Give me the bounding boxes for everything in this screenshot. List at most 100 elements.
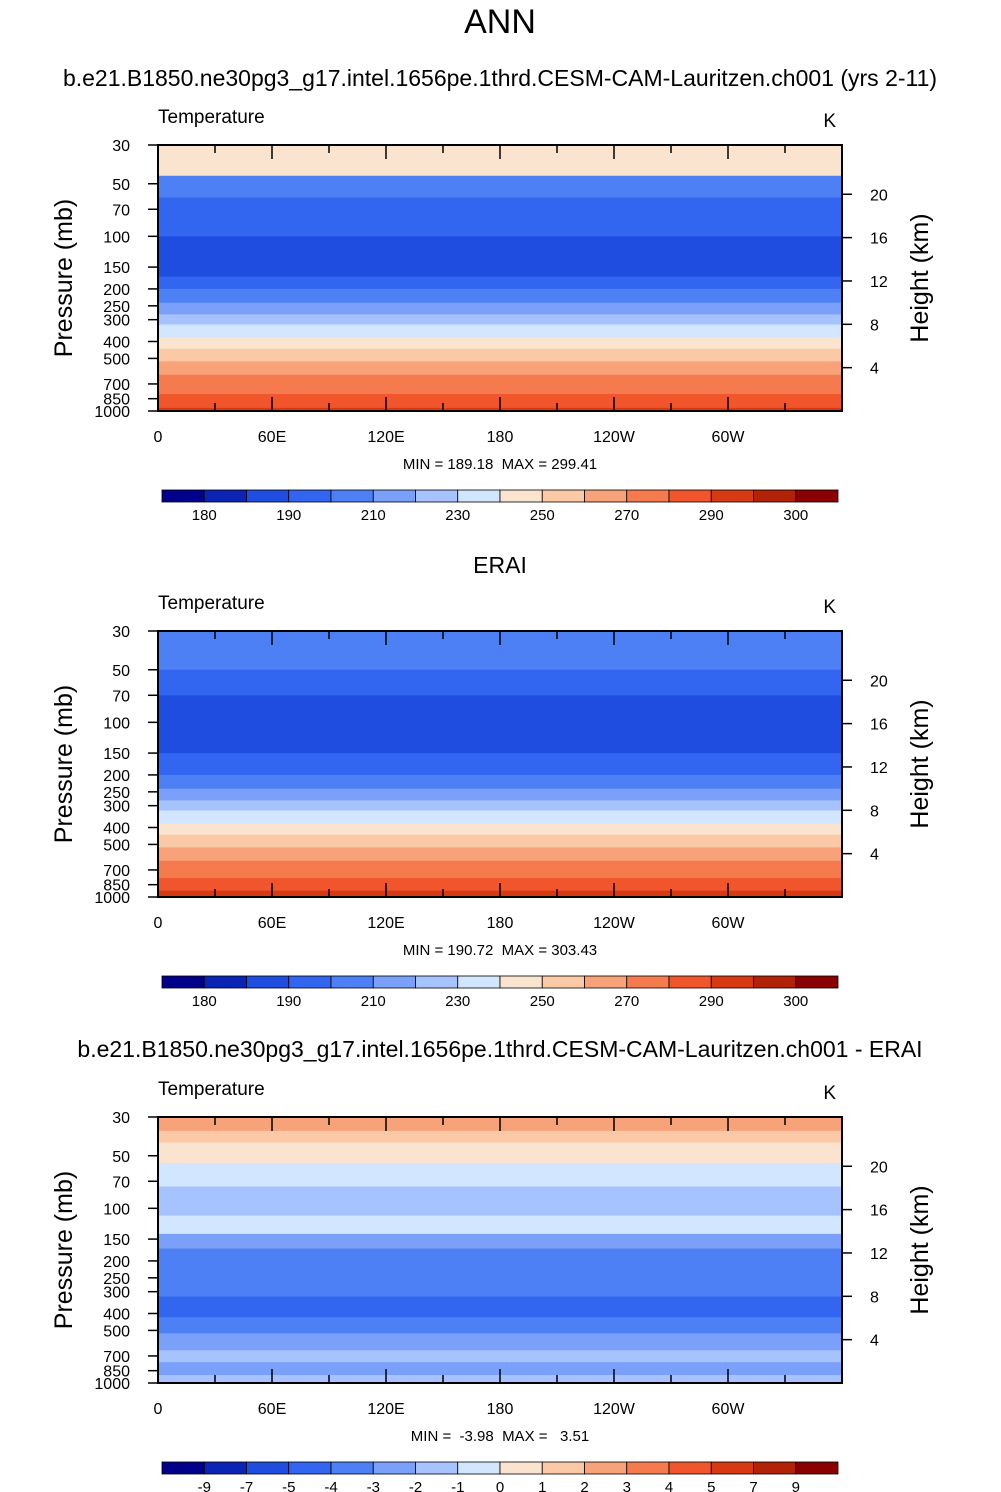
colorbar-swatch [246, 975, 290, 989]
colorbar-label: -2 [409, 1479, 422, 1492]
contour-band [158, 1350, 842, 1363]
contour-band [158, 1296, 842, 1318]
x-tick-label: 180 [487, 1401, 514, 1418]
colorbar-label: 230 [445, 993, 470, 1010]
y2-tick-label: 20 [870, 673, 888, 690]
contour-band [158, 669, 842, 696]
y-axis-title: Pressure (mb) [50, 1171, 78, 1329]
contour-band [158, 753, 842, 776]
colorbar-label: 0 [496, 1479, 504, 1492]
y2-tick-label: 8 [870, 803, 879, 820]
colorbar-label: 230 [445, 507, 470, 524]
units-label: K [823, 111, 836, 132]
contour-band [158, 348, 842, 362]
y2-tick-label: 4 [870, 361, 879, 378]
colorbar-swatch [203, 975, 247, 989]
y2-tick-label: 8 [870, 317, 879, 334]
y-tick-label: 700 [103, 863, 130, 880]
y-tick-label: 200 [103, 282, 130, 299]
y-tick-label: 70 [112, 1174, 130, 1191]
colorbar-label: -1 [451, 1479, 464, 1492]
contour-band [158, 197, 842, 237]
y-tick-label: 250 [103, 785, 130, 802]
colorbar-swatch [710, 489, 754, 503]
y-tick-label: 1000 [94, 890, 130, 907]
y-tick-label: 70 [112, 688, 130, 705]
colorbar-label: 190 [276, 507, 301, 524]
x-tick-label: 180 [487, 429, 514, 446]
variable-label: Temperature [158, 107, 265, 128]
y2-tick-label: 12 [870, 760, 888, 777]
contour-band [158, 302, 842, 316]
colorbar-swatch [246, 1461, 290, 1475]
contour-band [158, 175, 842, 199]
colorbar-label: 250 [530, 507, 555, 524]
y-tick-label: 300 [103, 799, 130, 816]
colorbar-swatch [330, 489, 374, 503]
colorbar-label: -3 [367, 1479, 380, 1492]
contour-band [158, 1215, 842, 1235]
y-tick-label: 30 [112, 138, 130, 155]
x-tick-label: 60W [712, 429, 746, 446]
colorbar-swatch [499, 1461, 543, 1475]
y-tick-label: 850 [103, 392, 130, 409]
y-tick-label: 30 [112, 1110, 130, 1127]
contour-band [158, 788, 842, 802]
y-tick-label: 250 [103, 299, 130, 316]
panel-1: 3050701001502002503004005007008501000201… [50, 107, 934, 524]
variable-label: Temperature [158, 1079, 265, 1100]
colorbar-swatch [584, 1461, 628, 1475]
contour-band [158, 374, 842, 395]
contour-band [158, 1333, 842, 1351]
colorbar-swatch [288, 975, 332, 989]
contour-band [158, 1186, 842, 1217]
y2-tick-label: 12 [870, 274, 888, 291]
colorbar-swatch [753, 975, 797, 989]
min-max-label: MIN = -3.98 MAX = 3.51 [411, 1428, 589, 1445]
contour-band [158, 361, 842, 376]
colorbar-swatch [161, 975, 205, 989]
contour-band [158, 261, 842, 278]
colorbar-swatch [668, 1461, 712, 1475]
colorbar-swatch [499, 489, 543, 503]
x-tick-label: 180 [487, 915, 514, 932]
y2-axis-title: Height (km) [906, 699, 934, 828]
contour-band [158, 1362, 842, 1376]
colorbar-swatch [372, 975, 416, 989]
colorbar-swatch [161, 1461, 205, 1475]
colorbar-label: 180 [192, 993, 217, 1010]
colorbar-label: 9 [792, 1479, 800, 1492]
y-tick-label: 250 [103, 1271, 130, 1288]
contour-band [158, 860, 842, 879]
y2-tick-label: 4 [870, 1333, 879, 1350]
y-axis-title: Pressure (mb) [50, 199, 78, 357]
y-tick-label: 1000 [94, 404, 130, 421]
colorbar-swatch [795, 489, 839, 503]
colorbar-label: -4 [324, 1479, 337, 1492]
x-tick-label: 120W [593, 1401, 636, 1418]
colorbar-swatch [457, 1461, 501, 1475]
variable-label: Temperature [158, 593, 265, 614]
y-tick-label: 400 [103, 334, 130, 351]
contour-band [158, 1248, 842, 1298]
colorbar-swatch [626, 1461, 670, 1475]
x-tick-label: 60E [258, 1401, 286, 1418]
colorbar-swatch [668, 975, 712, 989]
colorbar-label: 290 [699, 507, 724, 524]
colorbar-swatch [668, 489, 712, 503]
colorbar-label: 4 [665, 1479, 673, 1492]
y-tick-label: 200 [103, 1254, 130, 1271]
contour-band [158, 324, 842, 339]
panels-group: 3050701001502002503004005007008501000201… [50, 107, 934, 1492]
y2-tick-label: 8 [870, 1289, 879, 1306]
y-tick-label: 700 [103, 377, 130, 394]
y2-axis-title: Height (km) [906, 213, 934, 342]
units-label: K [823, 597, 836, 618]
colorbar-label: 5 [707, 1479, 715, 1492]
x-tick-label: 120E [367, 915, 404, 932]
contour-band [158, 847, 842, 862]
colorbar-label: 270 [614, 507, 639, 524]
y-tick-label: 50 [112, 177, 130, 194]
y-tick-label: 1000 [94, 1376, 130, 1393]
y-tick-label: 70 [112, 202, 130, 219]
